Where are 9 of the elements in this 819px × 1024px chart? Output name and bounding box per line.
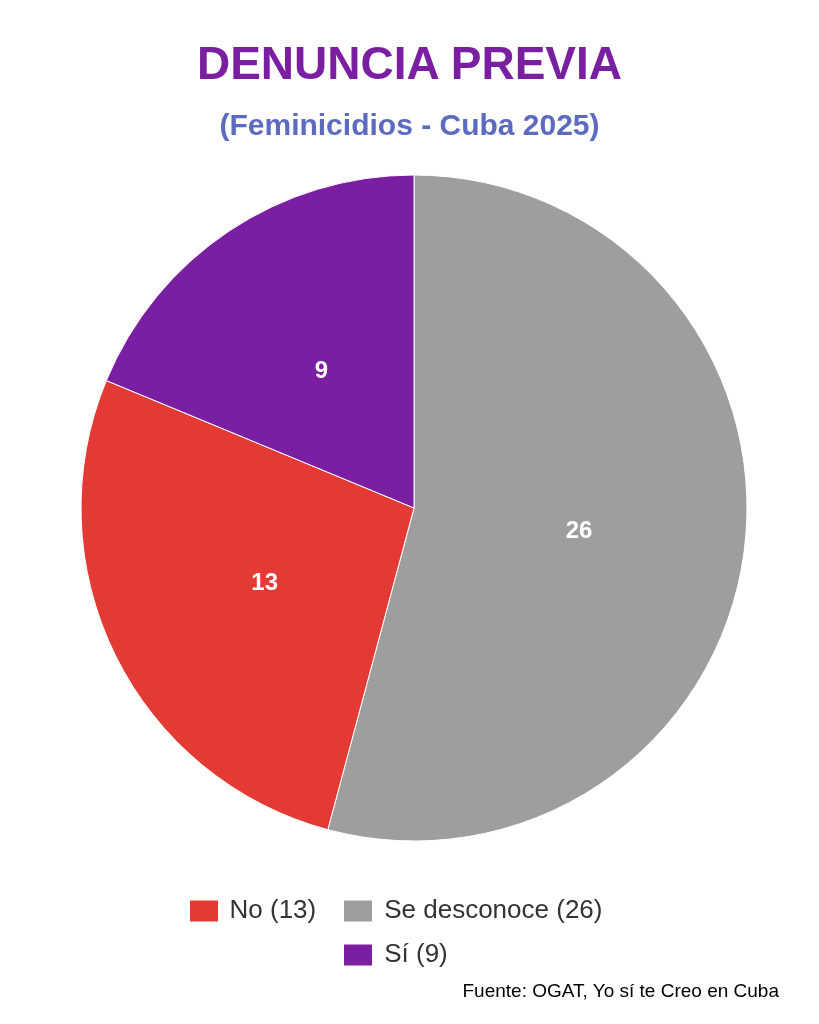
chart-title: DENUNCIA PREVIA [195,36,624,90]
chart-subtitle: (Feminicidios - Cuba 2025) [218,108,601,142]
data-label: 26 [565,516,593,544]
legend-label: Se desconoce (26) [384,894,603,924]
data-label: 9 [314,356,329,384]
legend-label: Sí (9) [384,938,448,968]
data-label: 13 [251,568,279,596]
source-note: Fuente: OGAT, Yo sí te Creo en Cuba [462,980,779,1002]
legend-label: No (13) [229,894,317,924]
